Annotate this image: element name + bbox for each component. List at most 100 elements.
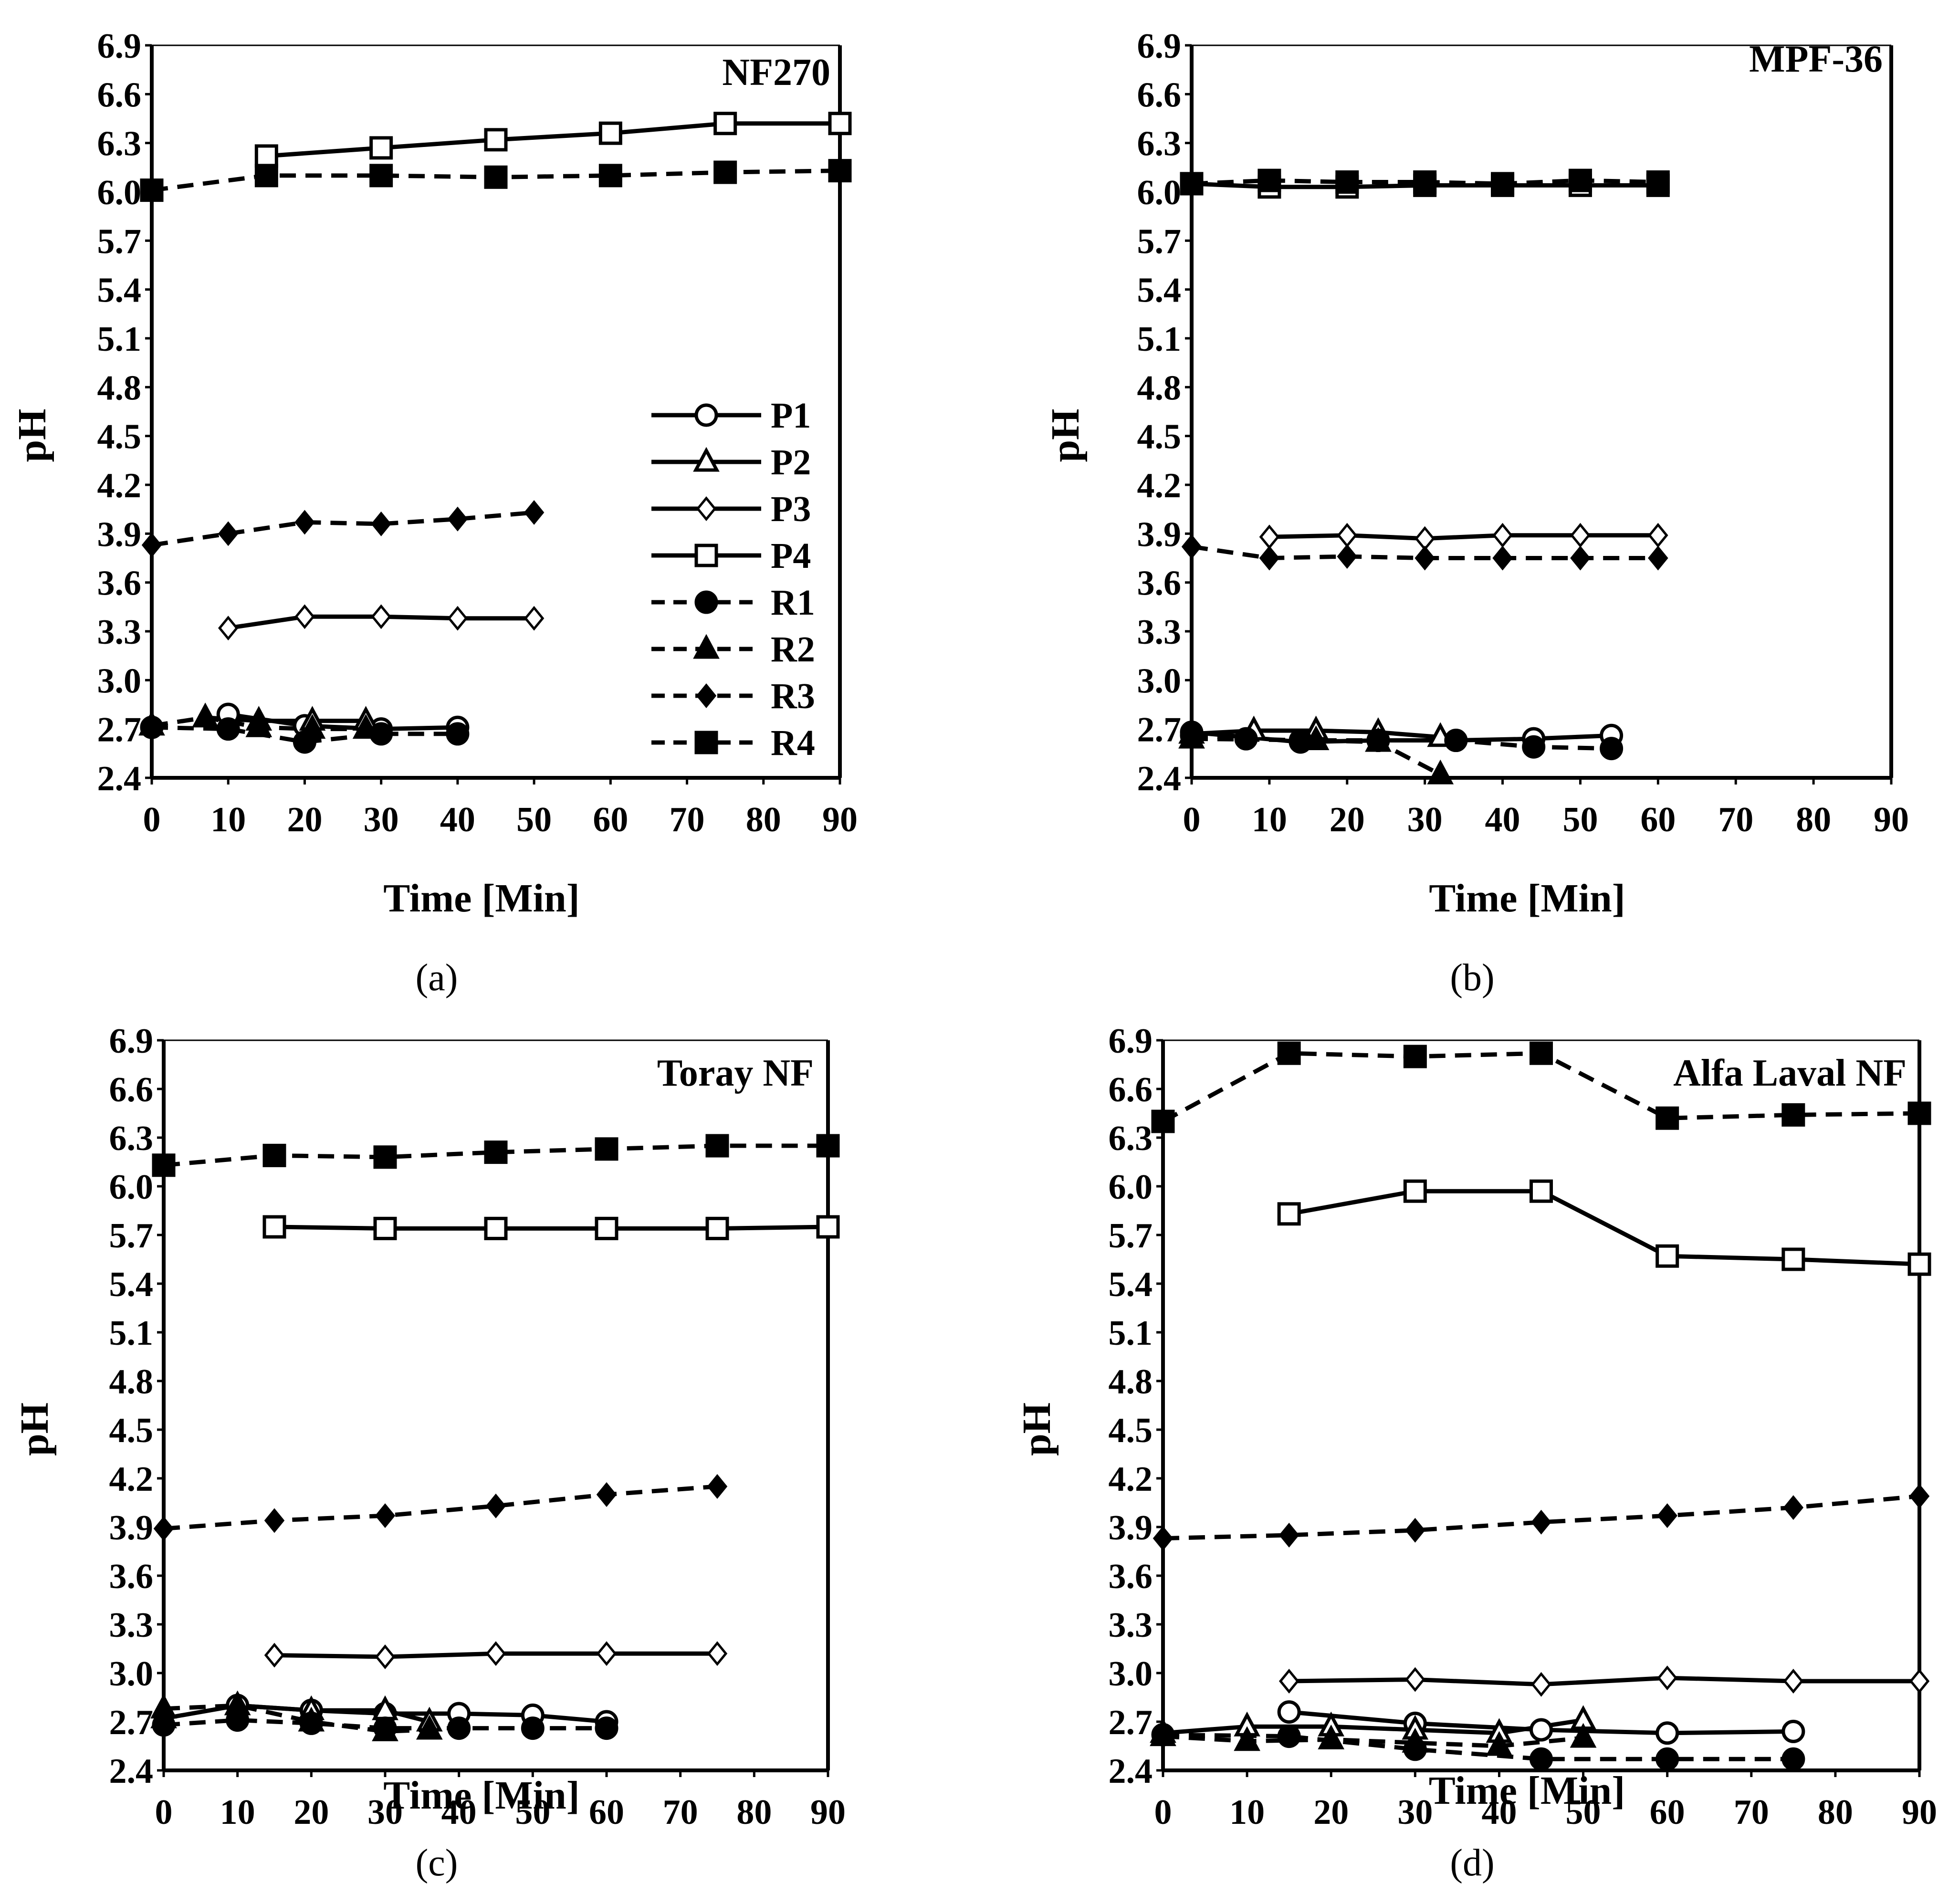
panel-title: NF270 [722, 52, 830, 94]
y-tick-label: 6.0 [1137, 173, 1182, 212]
x-tick-label: 40 [1481, 1793, 1517, 1832]
y-tick-label: 2.4 [97, 759, 142, 798]
series-line-r2 [163, 1703, 430, 1734]
x-tick-label: 90 [810, 1793, 846, 1832]
data-point-r3 [1337, 544, 1358, 569]
legend-marker-p3 [696, 496, 717, 521]
y-tick-label: 5.4 [97, 271, 142, 310]
panel-a: 2.4 2.7 3.0 3.3 3.6 3.9 4.2 4.5 4.8 5.1 5.4 5.7 6.0 6… [10, 27, 858, 999]
y-tick-label: 3.9 [1109, 1508, 1153, 1548]
series-line-r3 [151, 510, 534, 547]
data-point-p4 [713, 112, 737, 136]
legend-label-r1: R1 [771, 583, 815, 623]
y-tick-label: 5.7 [1109, 1216, 1153, 1255]
x-tick-label: 40 [440, 800, 475, 839]
y-axis-title: pH [10, 408, 54, 462]
data-point-p4 [598, 121, 622, 145]
data-point-p3 [1531, 1672, 1551, 1697]
y-tick-label: 5.7 [109, 1216, 154, 1255]
panel-caption: (d) [1450, 1842, 1494, 1884]
y-tick-label: 2.7 [97, 711, 142, 750]
y-tick-label: 6.3 [1137, 125, 1182, 164]
x-tick-label: 80 [746, 800, 781, 839]
legend-label-p1: P1 [771, 396, 811, 436]
data-point-r3 [1278, 1523, 1299, 1548]
y-tick-label: 6.6 [1109, 1070, 1153, 1109]
data-point-p4 [595, 1216, 618, 1240]
data-point-p4 [369, 136, 393, 160]
data-point-p3 [596, 1641, 617, 1666]
data-point-p4 [828, 112, 852, 136]
data-point-r4 [484, 165, 508, 189]
legend-marker-r2 [693, 634, 720, 659]
y-tick-label: 5.7 [1137, 222, 1182, 261]
y-tick-label: 6.0 [97, 173, 142, 212]
data-point-p3 [264, 1642, 285, 1668]
data-point-r4 [262, 1143, 286, 1167]
y-tick-label: 3.3 [109, 1606, 154, 1645]
y-tick-label: 6.0 [1109, 1168, 1153, 1207]
data-point-r3 [1648, 545, 1668, 571]
x-axis-title: Time [Min] [383, 1773, 579, 1818]
data-point-r4 [1568, 168, 1592, 192]
data-point-p3 [1783, 1669, 1804, 1694]
legend-marker-r3 [696, 683, 717, 708]
data-point-p3 [1278, 1669, 1299, 1694]
y-tick-label: 3.3 [97, 613, 142, 652]
y-tick-label: 5.1 [1109, 1314, 1153, 1353]
x-tick-label: 50 [515, 1793, 550, 1832]
data-point-r3 [707, 1474, 728, 1499]
data-point-r3 [141, 533, 162, 558]
x-tick-label: 60 [589, 1793, 624, 1832]
data-point-r4 [1180, 172, 1204, 196]
legend-marker-p4 [694, 544, 718, 567]
x-tick-label: 10 [1252, 800, 1287, 839]
data-point-p4 [484, 1216, 508, 1240]
data-point-r3 [1909, 1484, 1930, 1509]
x-tick-label: 10 [220, 1793, 255, 1832]
y-axis-title: pH [1015, 1402, 1059, 1456]
data-point-p3 [218, 616, 239, 641]
legend-label-r3: R3 [771, 676, 815, 716]
y-tick-label: 6.6 [1137, 75, 1182, 115]
y-tick-label: 5.1 [109, 1314, 154, 1353]
legend-marker-r4 [694, 731, 718, 754]
data-point-r2 [1318, 1724, 1345, 1749]
y-tick-label: 3.9 [1137, 515, 1182, 554]
data-point-r3 [218, 521, 239, 546]
legend: P1 P2 P3 P4 R1 R2 R3 R4 [651, 396, 815, 763]
y-tick-label: 3.9 [97, 515, 142, 554]
panel-title: MPF-36 [1749, 38, 1883, 80]
data-point-r4 [369, 164, 393, 188]
data-point-r1 [1656, 1747, 1679, 1771]
panel-caption: (a) [416, 957, 458, 999]
x-tick-label: 40 [441, 1793, 477, 1832]
series-line-p4 [1289, 1189, 1920, 1266]
x-tick-label: 70 [670, 800, 705, 839]
legend-label-r2: R2 [771, 629, 815, 670]
data-point-p3 [1648, 523, 1668, 548]
series-line-r3 [163, 1484, 718, 1531]
data-point-r1 [446, 722, 470, 746]
panel-caption: (b) [1450, 957, 1494, 999]
x-tick-label: 10 [1229, 1793, 1265, 1832]
data-point-r2 [1302, 725, 1330, 751]
data-point-r4 [598, 164, 622, 188]
data-point-r1 [1234, 727, 1258, 751]
x-tick-label: 80 [1796, 800, 1831, 839]
x-axis-title: Time [Min] [1429, 1768, 1625, 1813]
data-point-p4 [1907, 1252, 1931, 1276]
data-point-p3 [485, 1641, 506, 1666]
data-point-r2 [138, 711, 165, 736]
x-tick-label: 30 [364, 800, 399, 839]
data-point-r1 [521, 1716, 545, 1740]
data-point-r1 [1522, 735, 1546, 759]
series-line-p3 [1269, 533, 1658, 541]
data-point-p4 [816, 1215, 840, 1239]
panel-d: 2.4 2.7 3.0 3.3 3.6 3.9 4.2 4.5 4.8 5.1 5.4 5.7 6.0 6… [1015, 1022, 1937, 1884]
y-tick-label: 6.9 [109, 1022, 154, 1061]
data-point-r4 [1277, 1041, 1301, 1065]
y-tick-label: 5.7 [97, 222, 142, 261]
y-tick-label: 6.0 [109, 1168, 154, 1207]
